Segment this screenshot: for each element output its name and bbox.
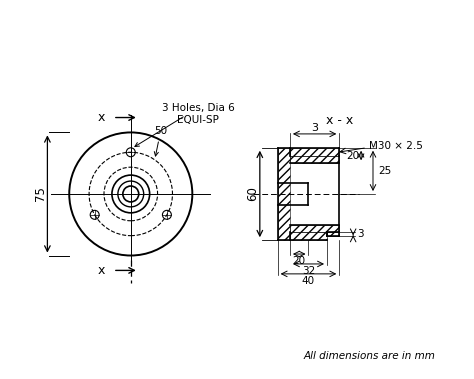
Text: 3: 3	[311, 123, 318, 133]
Text: 60: 60	[246, 186, 259, 201]
Text: 3: 3	[357, 229, 364, 239]
Text: All dimensions are in mm: All dimensions are in mm	[303, 351, 435, 361]
Text: 25: 25	[378, 166, 391, 176]
Text: 20: 20	[292, 256, 306, 266]
Text: M30 × 2.5: M30 × 2.5	[369, 141, 423, 151]
Text: x: x	[97, 264, 105, 277]
Text: 40: 40	[302, 276, 315, 286]
Text: 32: 32	[302, 266, 315, 276]
Text: 3 Holes, Dia 6: 3 Holes, Dia 6	[135, 103, 235, 147]
Text: x: x	[97, 111, 105, 124]
Text: 75: 75	[34, 186, 47, 201]
Text: x - x: x - x	[326, 114, 353, 127]
Text: 20: 20	[346, 150, 359, 160]
Text: EQUI-SP: EQUI-SP	[177, 114, 219, 125]
Text: 50: 50	[154, 127, 167, 156]
